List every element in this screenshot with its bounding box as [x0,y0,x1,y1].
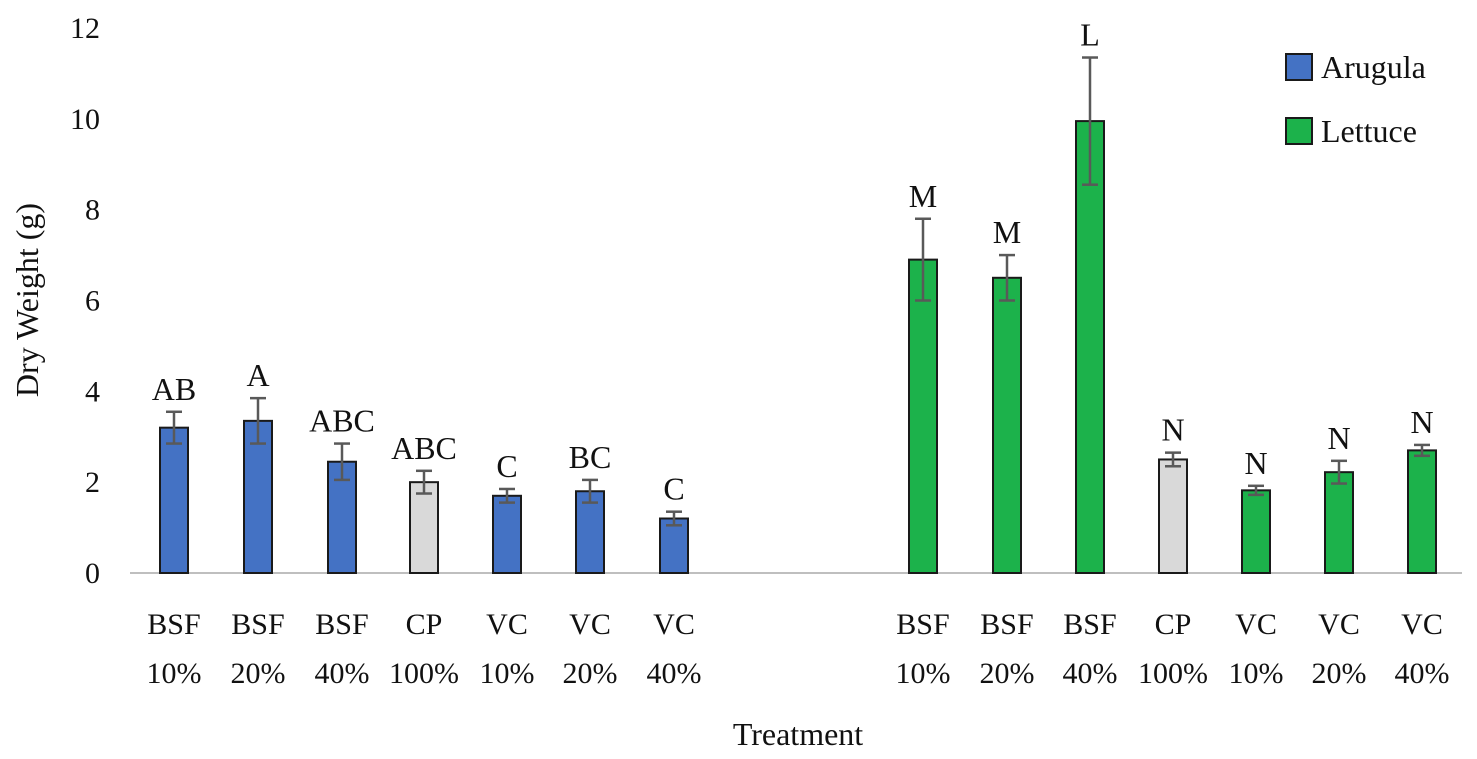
y-tick-label: 6 [85,285,100,318]
x-tick-label-line1: BSF [231,608,284,641]
significance-letter: BC [569,439,612,475]
y-tick-label: 4 [85,375,100,408]
legend: Arugula Lettuce [1285,49,1426,149]
bar-lettuce-vc-20 [1324,471,1354,574]
x-tick-label-line2: 40% [647,657,702,690]
significance-letter: M [993,214,1021,250]
significance-letter: L [1080,17,1100,53]
legend-swatch-arugula [1285,53,1313,81]
y-tick-label: 8 [85,194,100,227]
x-tick-label-line2: 20% [1312,657,1367,690]
bar-arugula-vc-10 [492,494,522,574]
error-bar [1082,56,1098,186]
x-tick-label-line1: BSF [1063,608,1116,641]
legend-label-lettuce: Lettuce [1321,113,1417,149]
bar-lettuce-cp-100 [1158,458,1188,575]
error-bar [166,410,182,445]
bar-arugula-cp-100 [409,481,439,574]
significance-letter: A [246,357,269,393]
bar-lettuce-vc-10 [1241,489,1271,575]
bar-lettuce-bsf-20 [992,276,1022,574]
legend-label-arugula: Arugula [1321,49,1426,85]
y-tick-label: 0 [85,557,100,590]
x-tick-label-line1: BSF [896,608,949,641]
bar-arugula-bsf-10 [159,426,189,574]
significance-letter: N [1161,412,1184,448]
error-bar [915,217,931,302]
bar-arugula-vc-40 [659,517,689,574]
x-tick-label-line2: 100% [389,657,459,690]
x-tick-label-line1: VC [569,608,611,641]
x-tick-label-line1: VC [653,608,695,641]
x-tick-label-line1: BSF [147,608,200,641]
legend-swatch-lettuce [1285,117,1313,145]
bars: AB A ABC ABC C BC C M M L N N N N [152,17,1437,575]
x-tick-label-line2: 10% [480,657,535,690]
x-tick-label-line2: 20% [980,657,1035,690]
y-tick-label: 2 [85,466,100,499]
error-bar [1331,459,1347,485]
error-bar [1414,443,1430,458]
x-tick-label-line2: 10% [1229,657,1284,690]
significance-letter: N [1244,445,1267,481]
error-bar [499,487,515,504]
x-tick-label-line1: VC [486,608,528,641]
x-axis-title: Treatment [733,716,863,752]
error-bar [666,510,682,527]
error-bar [999,253,1015,302]
x-tick-label-line2: 40% [315,657,370,690]
x-tick-label-line2: 20% [563,657,618,690]
error-bar [1248,484,1264,497]
error-bar [1165,451,1181,468]
significance-letter: AB [152,371,196,407]
bar-lettuce-bsf-10 [908,258,938,574]
error-bar [334,442,350,482]
bar-arugula-bsf-20 [243,419,273,574]
x-tick-label-line1: VC [1401,608,1443,641]
x-tick-label-line2: 40% [1395,657,1450,690]
significance-letter: N [1327,420,1350,456]
y-axis-ticks: 0 2 4 6 8 10 12 [70,12,100,590]
x-tick-labels: BSF 10% BSF 20% BSF 40% CP 100% VC 10% VC 20% VC 40% B… [147,608,1450,690]
significance-letter: C [663,471,684,507]
x-tick-label-line1: VC [1318,608,1360,641]
error-bar [416,469,432,495]
error-bar [250,396,266,445]
x-tick-label-line2: 20% [231,657,286,690]
bar-lettuce-bsf-40 [1075,120,1105,575]
significance-letter: ABC [391,430,457,466]
x-tick-label-line1: BSF [315,608,368,641]
bar-lettuce-vc-40 [1407,449,1437,574]
x-tick-label-line2: 10% [147,657,202,690]
y-tick-label: 12 [70,12,100,45]
x-tick-label-line1: CP [406,608,443,641]
bar-arugula-vc-20 [575,490,605,574]
significance-letter: C [496,448,517,484]
x-tick-label-line2: 40% [1063,657,1118,690]
y-tick-label: 10 [70,103,100,136]
x-tick-label-line2: 100% [1138,657,1208,690]
y-axis-title: Dry Weight (g) [9,203,45,397]
x-tick-label-line1: VC [1235,608,1277,641]
x-tick-label-line1: CP [1155,608,1192,641]
significance-letter: ABC [309,403,375,439]
error-bar [582,478,598,504]
x-tick-label-line2: 10% [896,657,951,690]
significance-letter: M [909,178,937,214]
x-tick-label-line1: BSF [980,608,1033,641]
significance-letter: N [1410,404,1433,440]
